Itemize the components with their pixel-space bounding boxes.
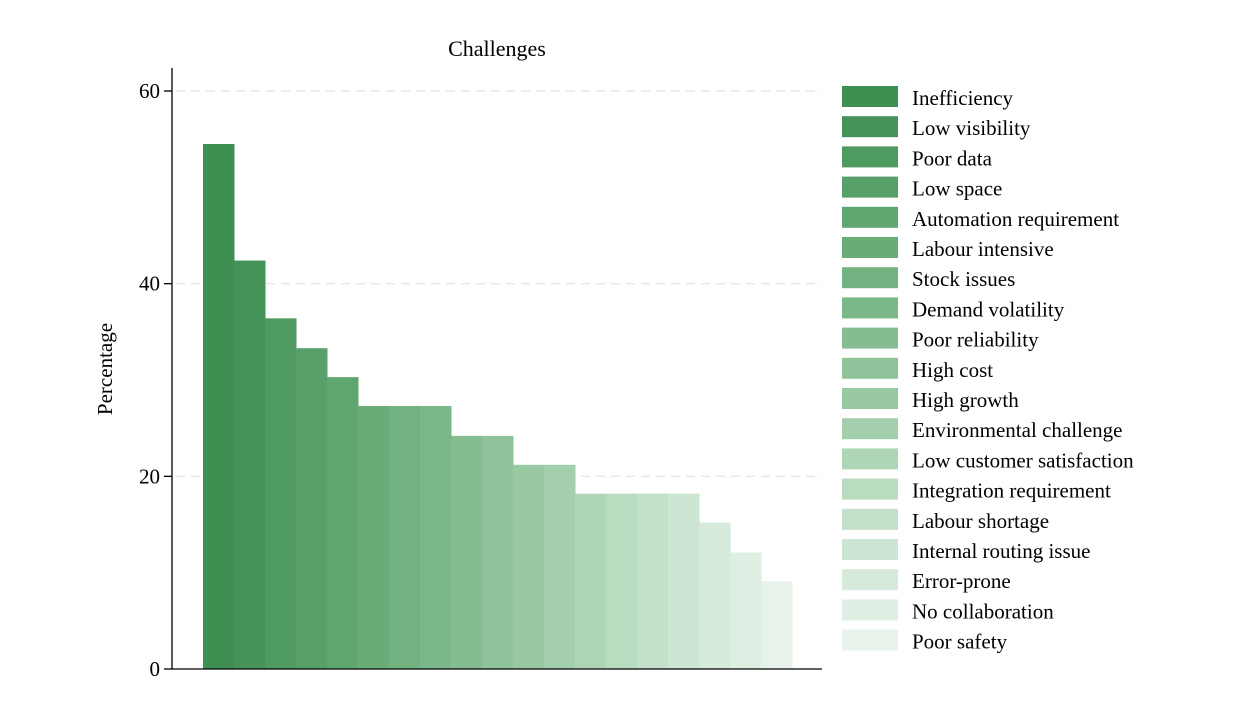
legend-swatch xyxy=(842,176,898,198)
legend-label: Stock issues xyxy=(912,267,1015,291)
legend-item: Integration requirement xyxy=(842,478,1111,503)
legend-swatch xyxy=(842,237,898,258)
bar-low-customer-satisfaction xyxy=(575,493,607,669)
legend-item: No collaboration xyxy=(842,599,1054,623)
bar-automation-requirement xyxy=(327,377,359,669)
bar-no-collaboration xyxy=(730,552,762,669)
legend-item: Internal routing issue xyxy=(842,539,1090,563)
legend-item: Labour shortage xyxy=(842,508,1049,533)
bar-internal-routing-issue xyxy=(668,493,700,669)
legend-swatch xyxy=(842,539,898,560)
legend-swatch xyxy=(842,86,898,107)
legend-swatch xyxy=(842,418,898,440)
y-tick-label: 0 xyxy=(150,657,161,681)
bar-integration-requirement xyxy=(606,493,638,669)
legend-label: Poor data xyxy=(912,146,993,170)
legend-label: Low space xyxy=(912,177,1002,201)
legend-swatch xyxy=(842,267,898,289)
legend-label: Integration requirement xyxy=(912,479,1111,503)
bar-labour-intensive xyxy=(358,406,390,669)
legend-item: Environmental challenge xyxy=(842,418,1123,442)
chart-title: Challenges xyxy=(448,36,546,61)
y-tick-label: 20 xyxy=(139,464,160,488)
legend-item: Poor safety xyxy=(842,629,1008,654)
bar-high-cost xyxy=(482,435,514,669)
legend-swatch xyxy=(842,508,898,530)
bar-environmental-challenge xyxy=(544,464,576,669)
legend-label: Labour intensive xyxy=(912,237,1054,261)
legend-swatch xyxy=(842,146,898,168)
legend-swatch xyxy=(842,569,898,591)
legend-label: Poor reliability xyxy=(912,328,1039,352)
legend-label: Labour shortage xyxy=(912,509,1049,533)
legend-label: Internal routing issue xyxy=(912,539,1090,563)
axes: 0 20 40 60 xyxy=(139,68,822,681)
legend-item: Inefficiency xyxy=(842,86,1014,110)
y-tick-label: 60 xyxy=(139,79,160,103)
legend-label: Error-prone xyxy=(912,569,1011,593)
legend-swatch xyxy=(842,297,898,319)
legend-item: Low customer satisfaction xyxy=(842,448,1134,472)
bar-high-growth xyxy=(513,464,545,669)
legend-swatch xyxy=(842,357,898,379)
legend-item: Stock issues xyxy=(842,267,1015,291)
legend-label: Poor safety xyxy=(912,630,1008,654)
legend-item: Error-prone xyxy=(842,569,1011,593)
legend-label: High cost xyxy=(912,358,993,382)
legend: Inefficiency Low visibility Poor data Low s… xyxy=(842,86,1134,654)
legend-label: Demand volatility xyxy=(912,297,1065,321)
bar-poor-reliability xyxy=(451,435,483,669)
bar-poor-safety xyxy=(761,581,793,669)
legend-swatch xyxy=(842,388,898,409)
bar-low-space xyxy=(296,348,328,669)
y-axis-label: Percentage xyxy=(93,323,117,415)
legend-item: Poor data xyxy=(842,146,993,170)
legend-label: Inefficiency xyxy=(912,86,1014,110)
legend-swatch xyxy=(842,116,898,138)
legend-item: Demand volatility xyxy=(842,297,1065,321)
legend-item: High cost xyxy=(842,357,993,382)
legend-swatch xyxy=(842,478,898,500)
legend-item: Low space xyxy=(842,176,1002,201)
legend-item: Labour intensive xyxy=(842,237,1054,261)
legend-item: High growth xyxy=(842,388,1019,412)
legend-item: Poor reliability xyxy=(842,327,1039,352)
legend-label: Environmental challenge xyxy=(912,418,1123,442)
legend-label: No collaboration xyxy=(912,599,1054,623)
bars xyxy=(203,144,793,670)
bar-labour-shortage xyxy=(637,493,669,669)
bar-demand-volatility xyxy=(420,406,452,669)
bar-low-visibility xyxy=(234,260,266,669)
legend-swatch xyxy=(842,629,898,651)
legend-item: Low visibility xyxy=(842,116,1031,140)
legend-swatch xyxy=(842,206,898,228)
legend-label: High growth xyxy=(912,388,1019,412)
legend-label: Low customer satisfaction xyxy=(912,448,1134,472)
legend-swatch xyxy=(842,599,898,621)
y-tick-label: 40 xyxy=(139,272,160,296)
legend-label: Low visibility xyxy=(912,116,1031,140)
bar-stock-issues xyxy=(389,406,421,669)
legend-swatch xyxy=(842,327,898,349)
legend-item: Automation requirement xyxy=(842,206,1119,231)
bar-inefficiency xyxy=(203,144,235,670)
bar-error-prone xyxy=(699,522,731,669)
bar-poor-data xyxy=(265,318,297,669)
legend-swatch xyxy=(842,448,898,470)
legend-label: Automation requirement xyxy=(912,207,1119,231)
